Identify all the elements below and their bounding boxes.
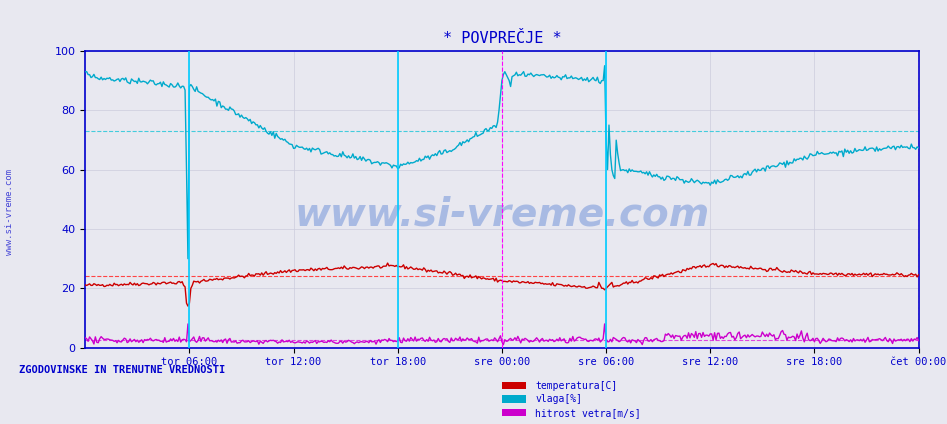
Text: hitrost vetra[m/s]: hitrost vetra[m/s] xyxy=(535,408,641,418)
Text: www.si-vreme.com: www.si-vreme.com xyxy=(5,169,14,255)
Text: vlaga[%]: vlaga[%] xyxy=(535,394,582,404)
Text: temperatura[C]: temperatura[C] xyxy=(535,381,617,391)
Title: * POVPREČJE *: * POVPREČJE * xyxy=(442,31,562,45)
Text: ZGODOVINSKE IN TRENUTNE VREDNOSTI: ZGODOVINSKE IN TRENUTNE VREDNOSTI xyxy=(19,365,225,375)
Text: www.si-vreme.com: www.si-vreme.com xyxy=(295,195,709,233)
